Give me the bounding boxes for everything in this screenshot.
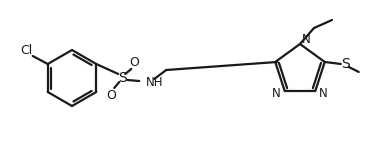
Text: S: S (118, 71, 126, 85)
Text: N: N (319, 86, 327, 100)
Text: N: N (272, 86, 281, 100)
Text: S: S (341, 57, 350, 71)
Text: NH: NH (146, 76, 164, 88)
Text: N: N (301, 33, 310, 45)
Text: Cl: Cl (21, 43, 33, 56)
Text: O: O (129, 55, 139, 69)
Text: O: O (106, 88, 116, 101)
